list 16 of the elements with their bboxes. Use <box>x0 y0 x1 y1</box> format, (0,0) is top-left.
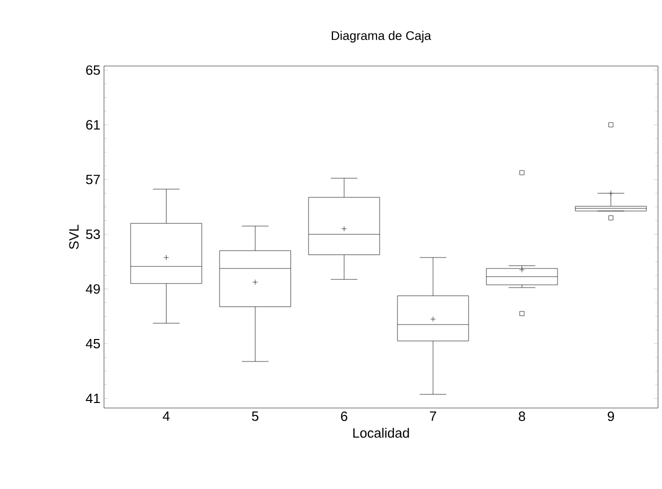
x-tick-label: 9 <box>608 412 614 422</box>
y-tick-label: 53 <box>86 230 100 240</box>
x-tick-label: 4 <box>162 412 170 421</box>
x-tick-label: 5 <box>252 412 258 421</box>
y-tick-label: 45 <box>86 339 100 348</box>
x-tick-label: 8 <box>518 412 526 422</box>
x-tick-label: 6 <box>341 412 348 422</box>
y-tick-label: 61 <box>86 120 100 130</box>
y-tick-label: 65 <box>86 65 100 75</box>
y-tick-label: 57 <box>86 174 100 184</box>
y-tick-label: 41 <box>86 394 100 404</box>
x-tick-label: 7 <box>430 412 436 421</box>
y-axis-title: SVL <box>69 224 79 250</box>
x-axis-title: Localidad <box>353 428 409 438</box>
chart-title: Diagrama de Caja <box>332 30 432 42</box>
y-tick-label: 49 <box>86 284 100 294</box>
